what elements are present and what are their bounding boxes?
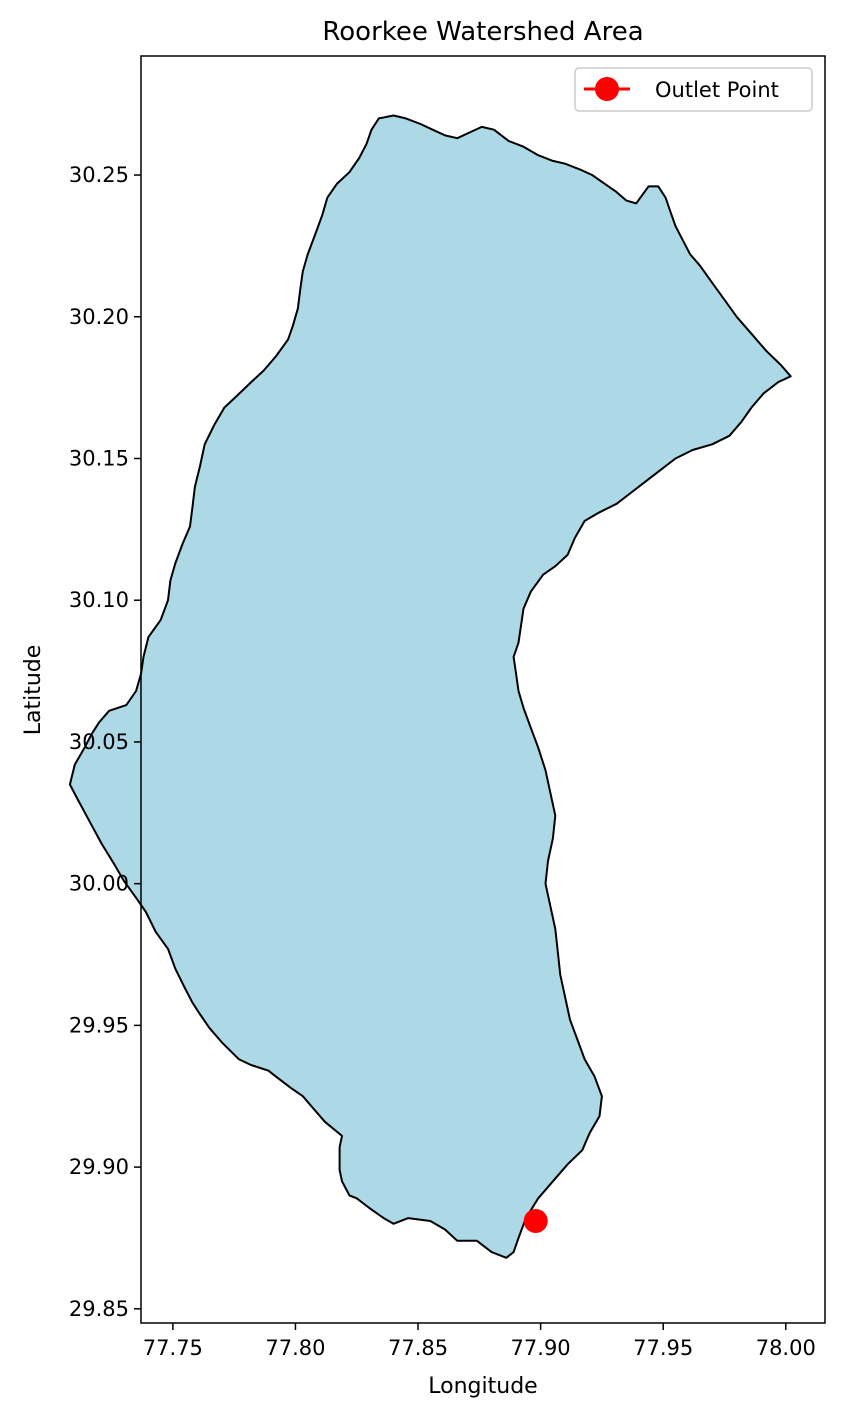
y-tick-label: 30.00 bbox=[69, 872, 129, 896]
y-tick-label: 30.05 bbox=[69, 730, 129, 754]
y-tick-label: 30.25 bbox=[69, 163, 129, 187]
chart-title: Roorkee Watershed Area bbox=[322, 17, 643, 47]
x-tick-label: 77.85 bbox=[388, 1336, 448, 1360]
x-tick-label: 77.90 bbox=[511, 1336, 571, 1360]
x-axis-ticks: 77.75 77.80 77.85 77.90 77.95 78.00 bbox=[143, 1323, 816, 1360]
watershed-polygon bbox=[68, 114, 792, 1259]
legend-label: Outlet Point bbox=[655, 78, 779, 102]
y-tick-label: 29.95 bbox=[69, 1013, 129, 1037]
x-tick-label: 77.80 bbox=[265, 1336, 325, 1360]
outlet-point-marker bbox=[523, 1209, 548, 1233]
x-tick-label: 78.00 bbox=[756, 1336, 816, 1360]
y-axis-label: Latitude bbox=[21, 645, 46, 736]
y-tick-label: 30.15 bbox=[69, 446, 129, 470]
plot-frame bbox=[140, 55, 826, 1324]
y-tick-label: 29.90 bbox=[69, 1155, 129, 1179]
y-axis-ticks: 29.85 29.90 29.95 30.00 30.05 30.10 30.15 30.20… bbox=[69, 163, 141, 1321]
x-tick-label: 77.75 bbox=[143, 1336, 203, 1360]
legend-box bbox=[574, 67, 813, 112]
plot-area bbox=[68, 55, 826, 1324]
legend-marker bbox=[595, 77, 619, 101]
y-tick-label: 30.10 bbox=[69, 588, 129, 612]
legend: Outlet Point bbox=[574, 67, 813, 112]
x-axis-label: Longitude bbox=[428, 1374, 537, 1399]
y-tick-label: 29.85 bbox=[69, 1297, 129, 1321]
x-tick-label: 77.95 bbox=[633, 1336, 693, 1360]
y-tick-label: 30.20 bbox=[69, 305, 129, 329]
